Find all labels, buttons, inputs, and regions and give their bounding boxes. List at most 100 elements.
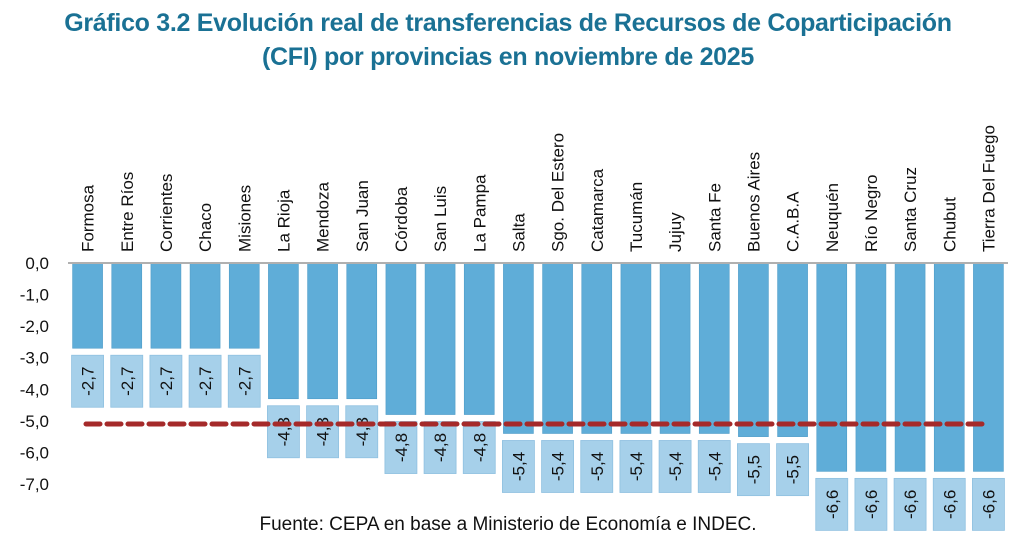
bar — [150, 262, 182, 349]
category-label: Santa Fe — [705, 183, 724, 252]
data-label: -5,4 — [549, 452, 568, 481]
y-tick-label: 0,0 — [25, 254, 49, 273]
data-label-box — [541, 440, 574, 493]
category-label: San Luis — [431, 186, 450, 252]
data-label: -2,7 — [235, 367, 254, 396]
bar — [228, 262, 260, 349]
data-label: -2,7 — [118, 367, 137, 396]
data-label-box — [972, 477, 1005, 531]
data-label: -6,6 — [979, 490, 998, 519]
category-label: Buenos Aires — [744, 152, 763, 252]
category-label: San Juan — [353, 180, 372, 252]
data-labels: -2,7 -2,7 -2,7 -2,7 -2,7 -4,3 -4,3 -4,3 -4,8 -4,8… — [71, 354, 1005, 531]
data-label-box — [306, 405, 339, 459]
category-label: La Pampa — [470, 174, 489, 252]
data-label: -4,8 — [470, 433, 489, 462]
category-label: Catamarca — [588, 168, 607, 252]
data-label-box — [149, 354, 183, 408]
data-label: -5,5 — [784, 455, 803, 484]
bar — [424, 262, 456, 415]
bar — [581, 262, 613, 434]
data-label-box — [502, 440, 535, 493]
data-label: -2,7 — [79, 367, 98, 396]
data-label-box — [423, 421, 457, 474]
data-label-box — [737, 443, 770, 497]
category-label: C.A.B.A — [784, 191, 803, 252]
y-tick-label: -1,0 — [20, 286, 49, 305]
category-label: Formosa — [79, 184, 98, 252]
chart-title-line-1: Gráfico 3.2 Evolución real de transferen… — [64, 9, 952, 37]
category-label: Tucumán — [627, 182, 646, 252]
category-label: Jujuy — [666, 212, 685, 252]
category-label: Chubut — [940, 197, 959, 252]
data-label-box — [893, 477, 927, 531]
y-tick-label: -2,0 — [20, 317, 49, 336]
data-label: -5,5 — [744, 455, 763, 484]
data-label: -2,7 — [157, 367, 176, 396]
category-label: Santa Cruz — [901, 167, 920, 252]
y-tick-label: -3,0 — [20, 349, 49, 368]
data-label-box — [580, 440, 614, 493]
data-label-box — [658, 440, 692, 493]
data-label-box — [619, 440, 653, 493]
bar — [738, 262, 769, 437]
data-label: -6,6 — [862, 490, 881, 519]
bar — [894, 262, 926, 472]
category-labels: Formosa Entre Ríos Corrientes Chaco Misiones… — [79, 125, 999, 252]
y-tick-label: -5,0 — [20, 412, 49, 431]
y-axis: 0,0 -1,0 -2,0 -3,0 -4,0 -5,0 -6,0 -7,0 — [20, 254, 49, 494]
y-tick-label: -4,0 — [20, 380, 49, 399]
data-label-box — [815, 477, 849, 531]
data-label: -4,8 — [431, 433, 450, 462]
category-label: Sgo. Del Estero — [549, 133, 568, 252]
data-label: -4,8 — [392, 433, 411, 462]
data-label: -6,6 — [940, 490, 959, 519]
category-label: Mendoza — [314, 182, 333, 252]
bar — [933, 262, 965, 472]
category-label: Tierra Del Fuego — [979, 125, 998, 252]
category-label: Río Negro — [862, 175, 881, 252]
data-label-box — [267, 405, 300, 459]
bar — [503, 262, 534, 434]
category-label: Misiones — [235, 185, 254, 252]
data-label-box — [188, 354, 222, 408]
chart-title-line-2: (CFI) por provincias en noviembre de 202… — [261, 43, 754, 71]
category-label: La Rioja — [274, 189, 293, 252]
data-label: -4,3 — [274, 417, 293, 446]
data-label-box — [71, 354, 104, 408]
y-tick-label: -6,0 — [20, 443, 49, 462]
data-label: -5,4 — [509, 452, 528, 481]
bar — [189, 262, 221, 349]
category-label: Chaco — [196, 203, 215, 252]
chart-title: Gráfico 3.2 Evolución real de transferen… — [0, 6, 1016, 74]
data-label-box — [345, 405, 379, 459]
data-label-box — [697, 440, 731, 493]
bars — [72, 262, 1004, 472]
bar — [855, 262, 887, 472]
data-label: -5,4 — [666, 452, 685, 481]
bar — [816, 262, 848, 472]
bar — [307, 262, 338, 400]
data-label: -4,3 — [353, 417, 372, 446]
bar — [659, 262, 691, 434]
bar — [542, 262, 573, 434]
bar — [346, 262, 378, 400]
data-label: -4,3 — [314, 417, 333, 446]
data-label-box — [384, 421, 418, 474]
bar — [777, 262, 808, 437]
bar — [698, 262, 730, 434]
bar — [385, 262, 417, 415]
category-label: Salta — [509, 213, 528, 252]
data-label-box — [776, 443, 809, 497]
bar — [111, 262, 143, 349]
category-label: Córdoba — [392, 186, 411, 252]
data-label-box — [110, 354, 144, 408]
data-label: -6,6 — [901, 490, 920, 519]
data-label: -6,6 — [823, 490, 842, 519]
data-label-box — [227, 354, 261, 408]
y-tick-label: -7,0 — [20, 475, 49, 494]
category-label: Neuquén — [823, 183, 842, 252]
data-label-box — [932, 477, 966, 531]
category-label: Corrientes — [157, 174, 176, 252]
